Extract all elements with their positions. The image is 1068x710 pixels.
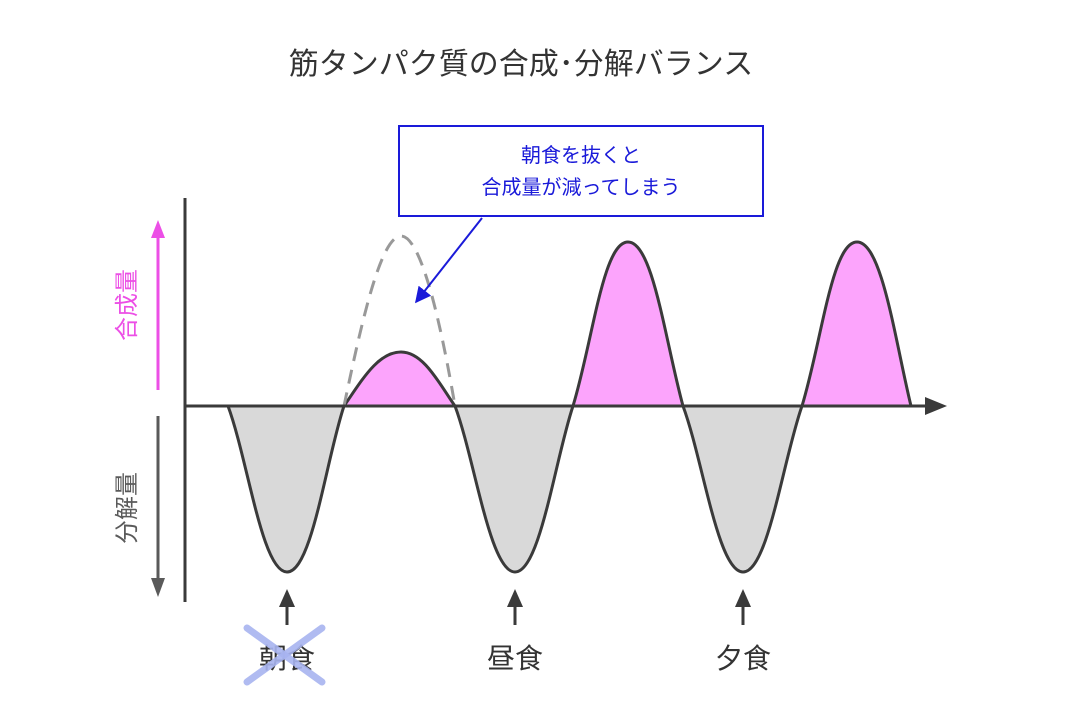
meal-arrow-dinner [735,589,751,625]
meal-arrow-breakfast [279,589,295,625]
x-axis-arrowhead [925,397,947,415]
meal-label-dinner: 夕食 [715,642,771,675]
synthesis-arrow-head [151,220,165,238]
breakdown-arrow-head [151,578,165,597]
breakdown-label: 分解量 [113,472,141,544]
annotation-line-2: 合成量が減ってしまう [482,175,681,199]
breakdown-area-breakfast [226,404,346,574]
synthesis-label: 合成量 [113,269,141,341]
synthesis-area-dinner [800,240,913,408]
breakdown-area-lunch [453,404,575,574]
synthesis-area-reduced [342,350,457,408]
meal-arrow-lunch [507,589,523,625]
breakfast-cross-icon [243,624,326,686]
annotation-pointer-arrow [415,217,483,304]
annotation-box [398,125,764,217]
breakdown-area-dinner [681,404,804,574]
annotation-line-1: 朝食を抜くと [521,143,641,167]
meal-label-lunch: 昼食 [487,642,543,675]
expected-synthesis-dashed-curve [342,234,457,407]
synthesis-area-lunch [571,240,685,408]
diagram-title: 筋タンパク質の合成･分解バランス [289,47,753,82]
